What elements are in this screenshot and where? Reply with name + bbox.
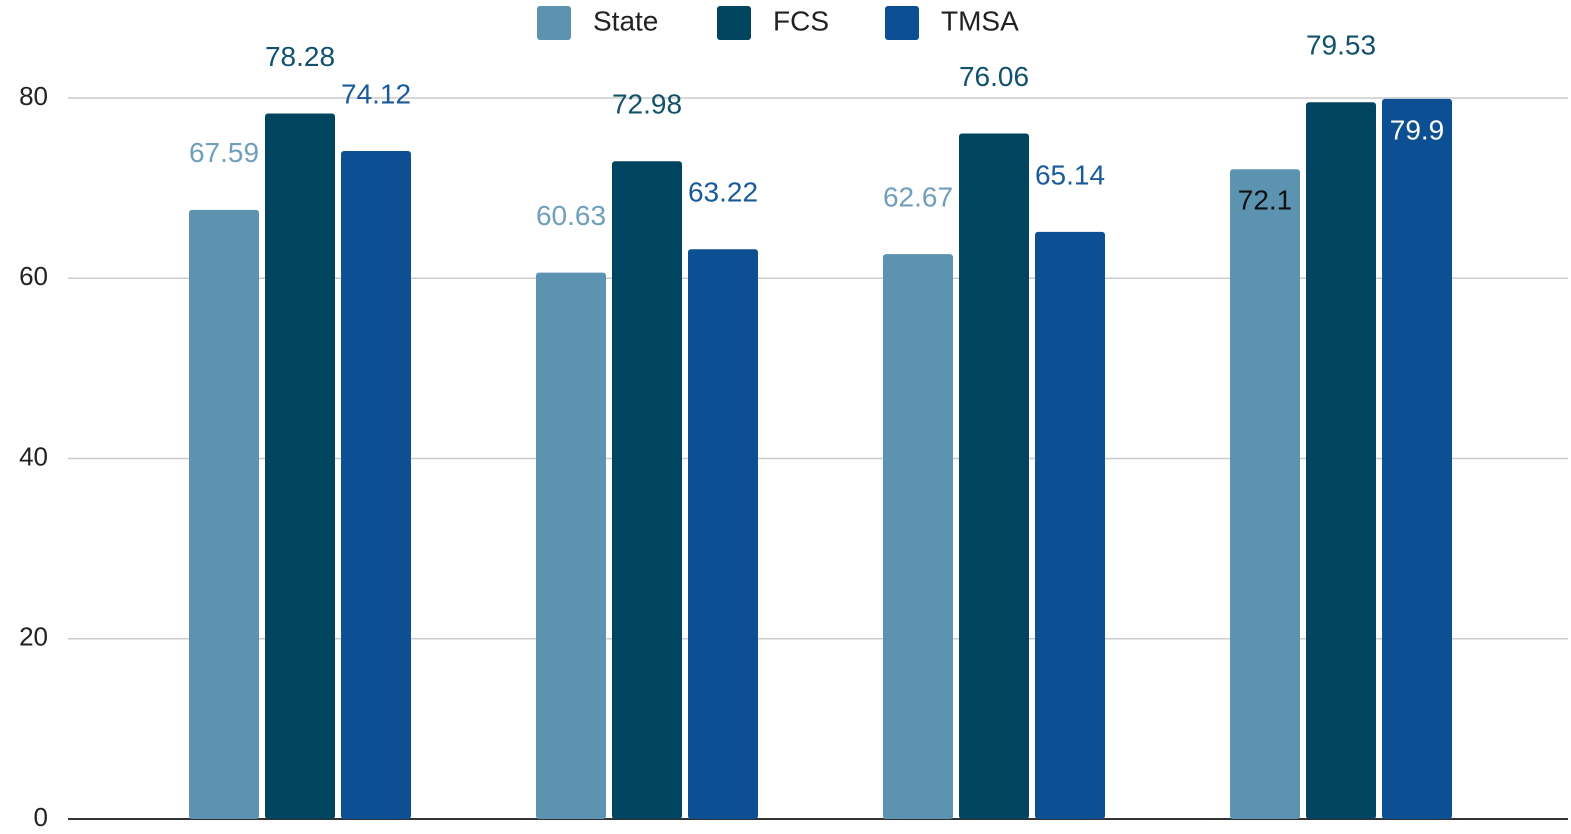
bar — [1230, 169, 1300, 820]
data-label: 67.59 — [189, 137, 259, 168]
bar — [265, 113, 335, 819]
bar — [536, 272, 606, 819]
data-label: 79.9 — [1390, 114, 1445, 145]
data-label: 72.98 — [612, 89, 682, 120]
legend-swatch — [717, 6, 751, 40]
bar — [189, 209, 259, 820]
data-label: 60.63 — [536, 200, 606, 231]
bar — [1382, 98, 1452, 820]
bar — [341, 150, 411, 819]
legend-label: FCS — [773, 5, 829, 36]
data-label: 62.67 — [883, 182, 953, 213]
bar — [959, 133, 1029, 819]
data-label: 76.06 — [959, 61, 1029, 92]
legend-swatch — [885, 6, 919, 40]
data-label: 72.1 — [1238, 185, 1293, 216]
y-tick-label: 0 — [34, 802, 48, 832]
data-label: 79.53 — [1306, 30, 1376, 61]
bar — [612, 161, 682, 819]
bar — [1035, 231, 1105, 819]
y-tick-label: 60 — [19, 261, 48, 291]
legend-swatch — [537, 6, 571, 40]
legend-label: TMSA — [941, 5, 1019, 36]
bar — [1306, 102, 1376, 819]
data-label: 74.12 — [341, 78, 411, 109]
y-tick-label: 20 — [19, 622, 48, 652]
y-tick-label: 80 — [19, 81, 48, 111]
data-label: 78.28 — [265, 41, 335, 72]
data-label: 63.22 — [688, 177, 758, 208]
legend-label: State — [593, 5, 658, 36]
bar — [688, 249, 758, 820]
data-label: 65.14 — [1035, 159, 1105, 190]
bar — [883, 254, 953, 819]
y-tick-label: 40 — [19, 441, 48, 471]
